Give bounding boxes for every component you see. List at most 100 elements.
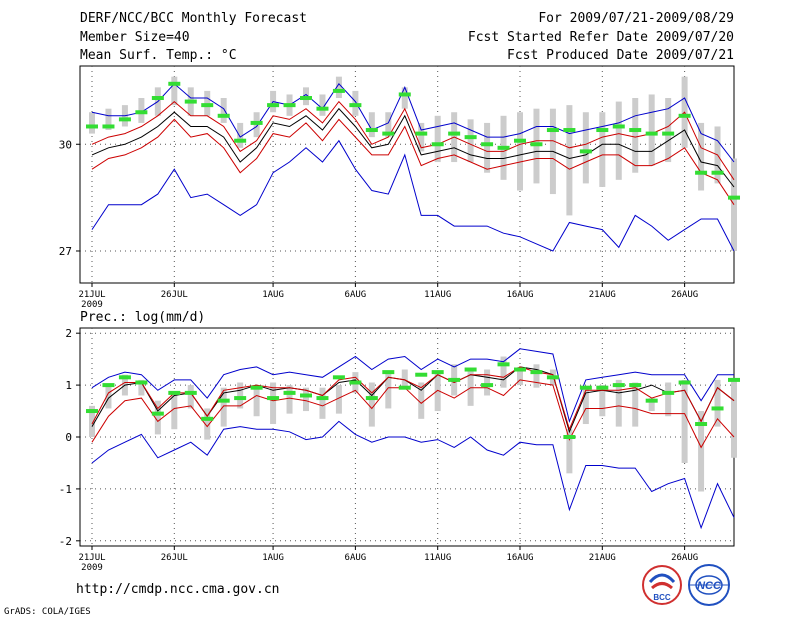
observed-marker <box>662 390 675 395</box>
spread-bar <box>89 112 95 134</box>
x-tick-label: 26JUL <box>161 553 188 563</box>
y-tick-label: -2 <box>59 535 72 548</box>
spread-bar <box>385 372 392 409</box>
observed-marker <box>678 380 691 385</box>
x-tick-label: 6AUG <box>345 553 367 563</box>
observed-marker <box>118 117 131 122</box>
observed-marker <box>217 113 230 118</box>
spread-bar <box>418 122 425 152</box>
y-tick-label: -1 <box>59 483 72 496</box>
spread-bar <box>105 108 112 131</box>
forecast-range: For 2009/07/21-2009/08/29 <box>538 11 734 26</box>
spread-bar <box>270 382 277 425</box>
observed-marker <box>431 142 444 147</box>
observed-marker <box>497 362 510 367</box>
spread-bar <box>253 385 260 417</box>
spread-bar <box>582 387 589 425</box>
x-tick-label: 16AUG <box>506 290 533 300</box>
series-line <box>91 379 735 449</box>
spread-bar <box>105 385 112 409</box>
spread-bar <box>138 379 145 396</box>
series-line <box>91 366 735 431</box>
observed-marker <box>546 128 559 133</box>
observed-marker <box>365 128 378 133</box>
chart-title: DERF/NCC/BCC Monthly Forecast <box>80 11 307 26</box>
x-tick-label: 26AUG <box>671 553 698 563</box>
observed-marker <box>596 128 609 133</box>
observed-marker <box>118 375 131 380</box>
spread-bar <box>566 105 573 216</box>
spread-bar <box>517 112 523 191</box>
spread-bar <box>335 385 342 414</box>
observed-marker <box>135 110 148 115</box>
observed-marker <box>596 385 609 390</box>
observed-marker <box>201 103 214 108</box>
spread-bar <box>517 366 523 386</box>
y-tick-label: 1 <box>65 379 72 392</box>
observed-marker <box>612 383 625 388</box>
observed-marker <box>102 383 115 388</box>
observed-marker <box>349 380 362 385</box>
observed-marker <box>283 390 296 395</box>
year-label: 2009 <box>81 300 103 310</box>
spread-bar <box>648 94 655 166</box>
observed-marker <box>398 385 411 390</box>
spread-bar <box>615 101 622 180</box>
y-tick-label: 30 <box>59 138 72 151</box>
observed-marker <box>234 396 247 401</box>
observed-marker <box>728 377 740 382</box>
spread-bar <box>319 387 326 419</box>
spread-bar <box>418 382 425 419</box>
observed-marker <box>332 375 345 380</box>
spread-bar <box>731 158 737 251</box>
spread-bar <box>648 398 655 412</box>
observed-marker <box>728 195 740 200</box>
precip-label: Prec.: log(mm/d) <box>80 310 206 325</box>
x-tick-label: 21AUG <box>589 553 616 563</box>
precipitation-panel: 21JUL 26JUL 1AUG 6AUG 11AUG 16AUG 21AUG 26AUG20… <box>59 327 740 573</box>
spread-bar <box>171 76 178 106</box>
spread-bar <box>500 356 507 388</box>
spread-bar <box>731 379 737 458</box>
observed-marker <box>645 398 658 403</box>
observed-marker <box>300 393 312 398</box>
x-tick-label: 1AUG <box>262 290 284 300</box>
x-tick-label: 6AUG <box>345 290 367 300</box>
observed-marker <box>563 128 576 133</box>
spread-bar <box>632 98 639 173</box>
observed-marker <box>382 370 395 375</box>
produced-date: Fcst Produced Date 2009/07/21 <box>507 48 734 63</box>
spread-bar <box>467 119 474 163</box>
observed-marker <box>168 81 181 86</box>
ncc-logo-text: NCC <box>697 580 722 592</box>
spread-bar <box>681 379 688 463</box>
spread-bar <box>434 115 441 163</box>
observed-marker <box>135 380 148 385</box>
spread-bar <box>368 382 375 427</box>
observed-marker <box>184 99 197 104</box>
observed-marker <box>151 96 164 101</box>
spread-bar <box>533 364 540 388</box>
observed-marker <box>217 398 230 403</box>
observed-marker <box>695 170 708 175</box>
observed-marker <box>530 142 543 147</box>
x-tick-label: 26AUG <box>671 290 698 300</box>
spread-bar <box>615 379 622 427</box>
x-tick-label: 11AUG <box>424 553 451 563</box>
observed-marker <box>546 375 559 380</box>
series-line <box>91 118 735 205</box>
spread-bar <box>286 385 293 414</box>
bcc-logo-text: BCC <box>653 593 671 602</box>
observed-marker <box>481 383 494 388</box>
observed-marker <box>184 390 197 395</box>
spread-bar <box>89 405 95 437</box>
observed-marker <box>86 124 98 129</box>
x-tick-label: 26JUL <box>161 290 188 300</box>
spread-bar <box>484 122 491 173</box>
spread-bar <box>698 411 705 492</box>
y-tick-label: 27 <box>59 245 72 258</box>
bcc-logo: BCC <box>642 565 682 605</box>
source-url[interactable]: http://cmdp.ncc.cma.gov.cn <box>76 582 280 597</box>
x-tick-label: 1AUG <box>262 553 284 563</box>
y-tick-label: 0 <box>65 431 72 444</box>
